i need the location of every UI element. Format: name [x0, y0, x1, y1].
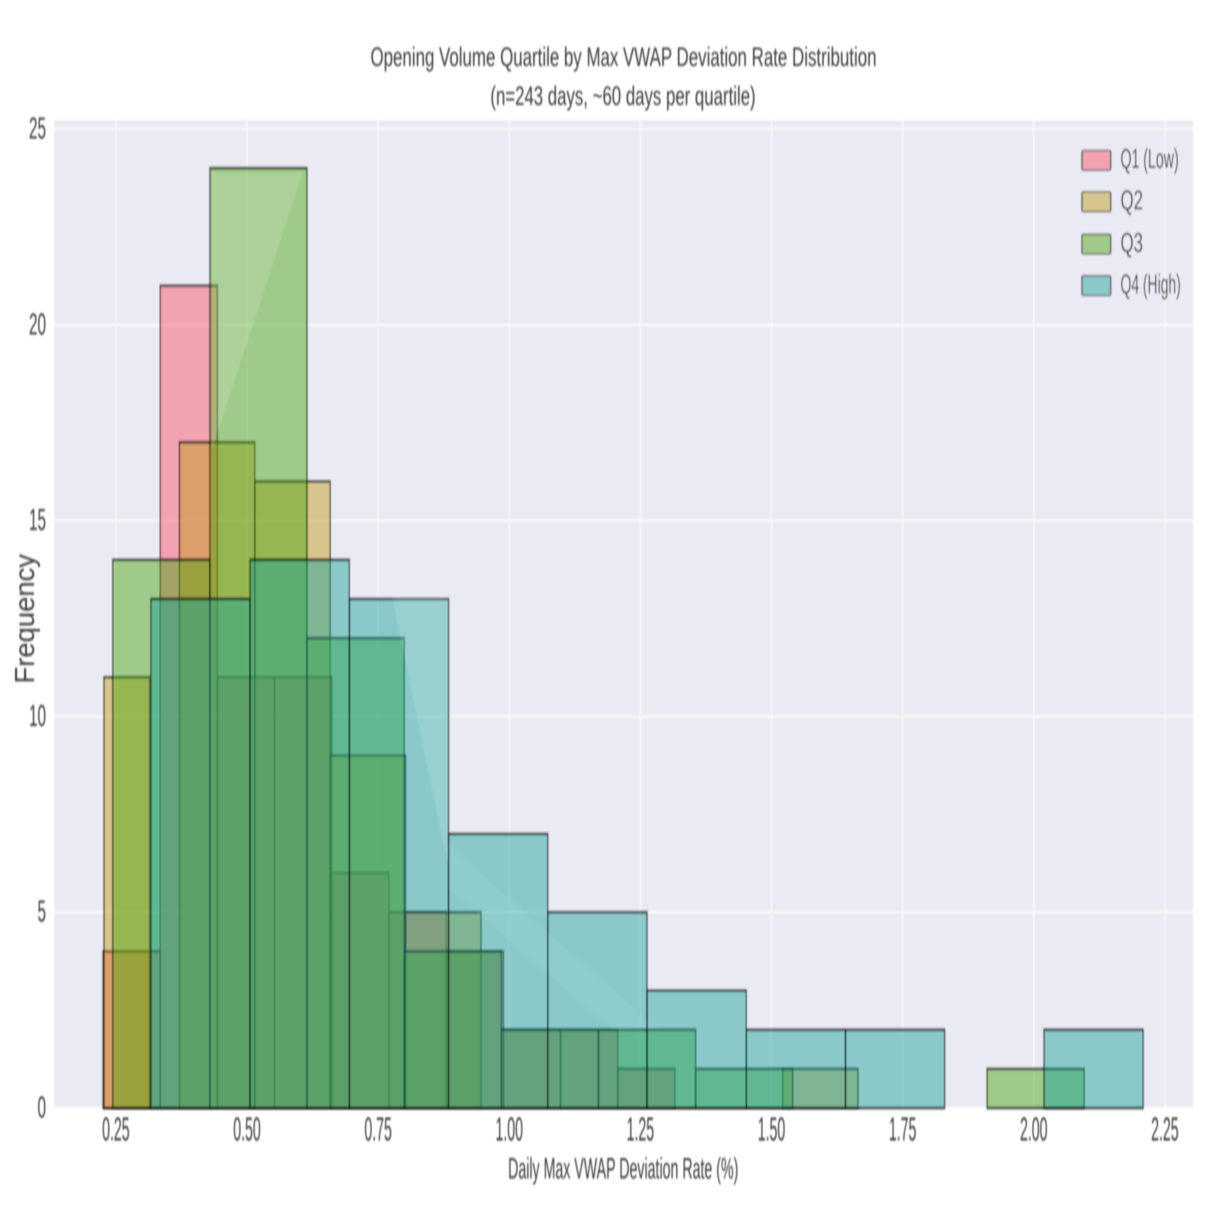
svg-text:20: 20 [29, 307, 46, 341]
svg-text:25: 25 [29, 112, 46, 146]
svg-text:0.50: 0.50 [233, 1111, 261, 1148]
svg-text:Q2: Q2 [1121, 185, 1144, 216]
svg-text:Frequency: Frequency [9, 554, 40, 684]
svg-text:2.00: 2.00 [1020, 1111, 1048, 1148]
svg-text:0.75: 0.75 [364, 1111, 392, 1148]
svg-text:0: 0 [38, 1091, 47, 1125]
svg-text:1.00: 1.00 [496, 1111, 524, 1148]
svg-text:2.25: 2.25 [1151, 1111, 1179, 1148]
svg-text:Q3: Q3 [1121, 227, 1144, 258]
svg-text:1.50: 1.50 [758, 1111, 786, 1148]
svg-text:Q1 (Low): Q1 (Low) [1121, 143, 1179, 174]
svg-text:1.75: 1.75 [889, 1111, 917, 1148]
svg-text:Opening Volume Quartile by Max: Opening Volume Quartile by Max VWAP Devi… [371, 42, 877, 72]
svg-text:Q4 (High): Q4 (High) [1121, 269, 1181, 300]
svg-text:10: 10 [29, 699, 46, 733]
svg-text:5: 5 [38, 895, 47, 929]
svg-text:0.25: 0.25 [102, 1111, 130, 1148]
svg-text:(n=243 days, ~60 days per quar: (n=243 days, ~60 days per quartile) [490, 81, 755, 111]
svg-text:15: 15 [29, 503, 46, 537]
svg-text:Daily Max VWAP Deviation Rate: Daily Max VWAP Deviation Rate (%) [508, 1152, 738, 1185]
svg-text:1.25: 1.25 [627, 1111, 655, 1148]
